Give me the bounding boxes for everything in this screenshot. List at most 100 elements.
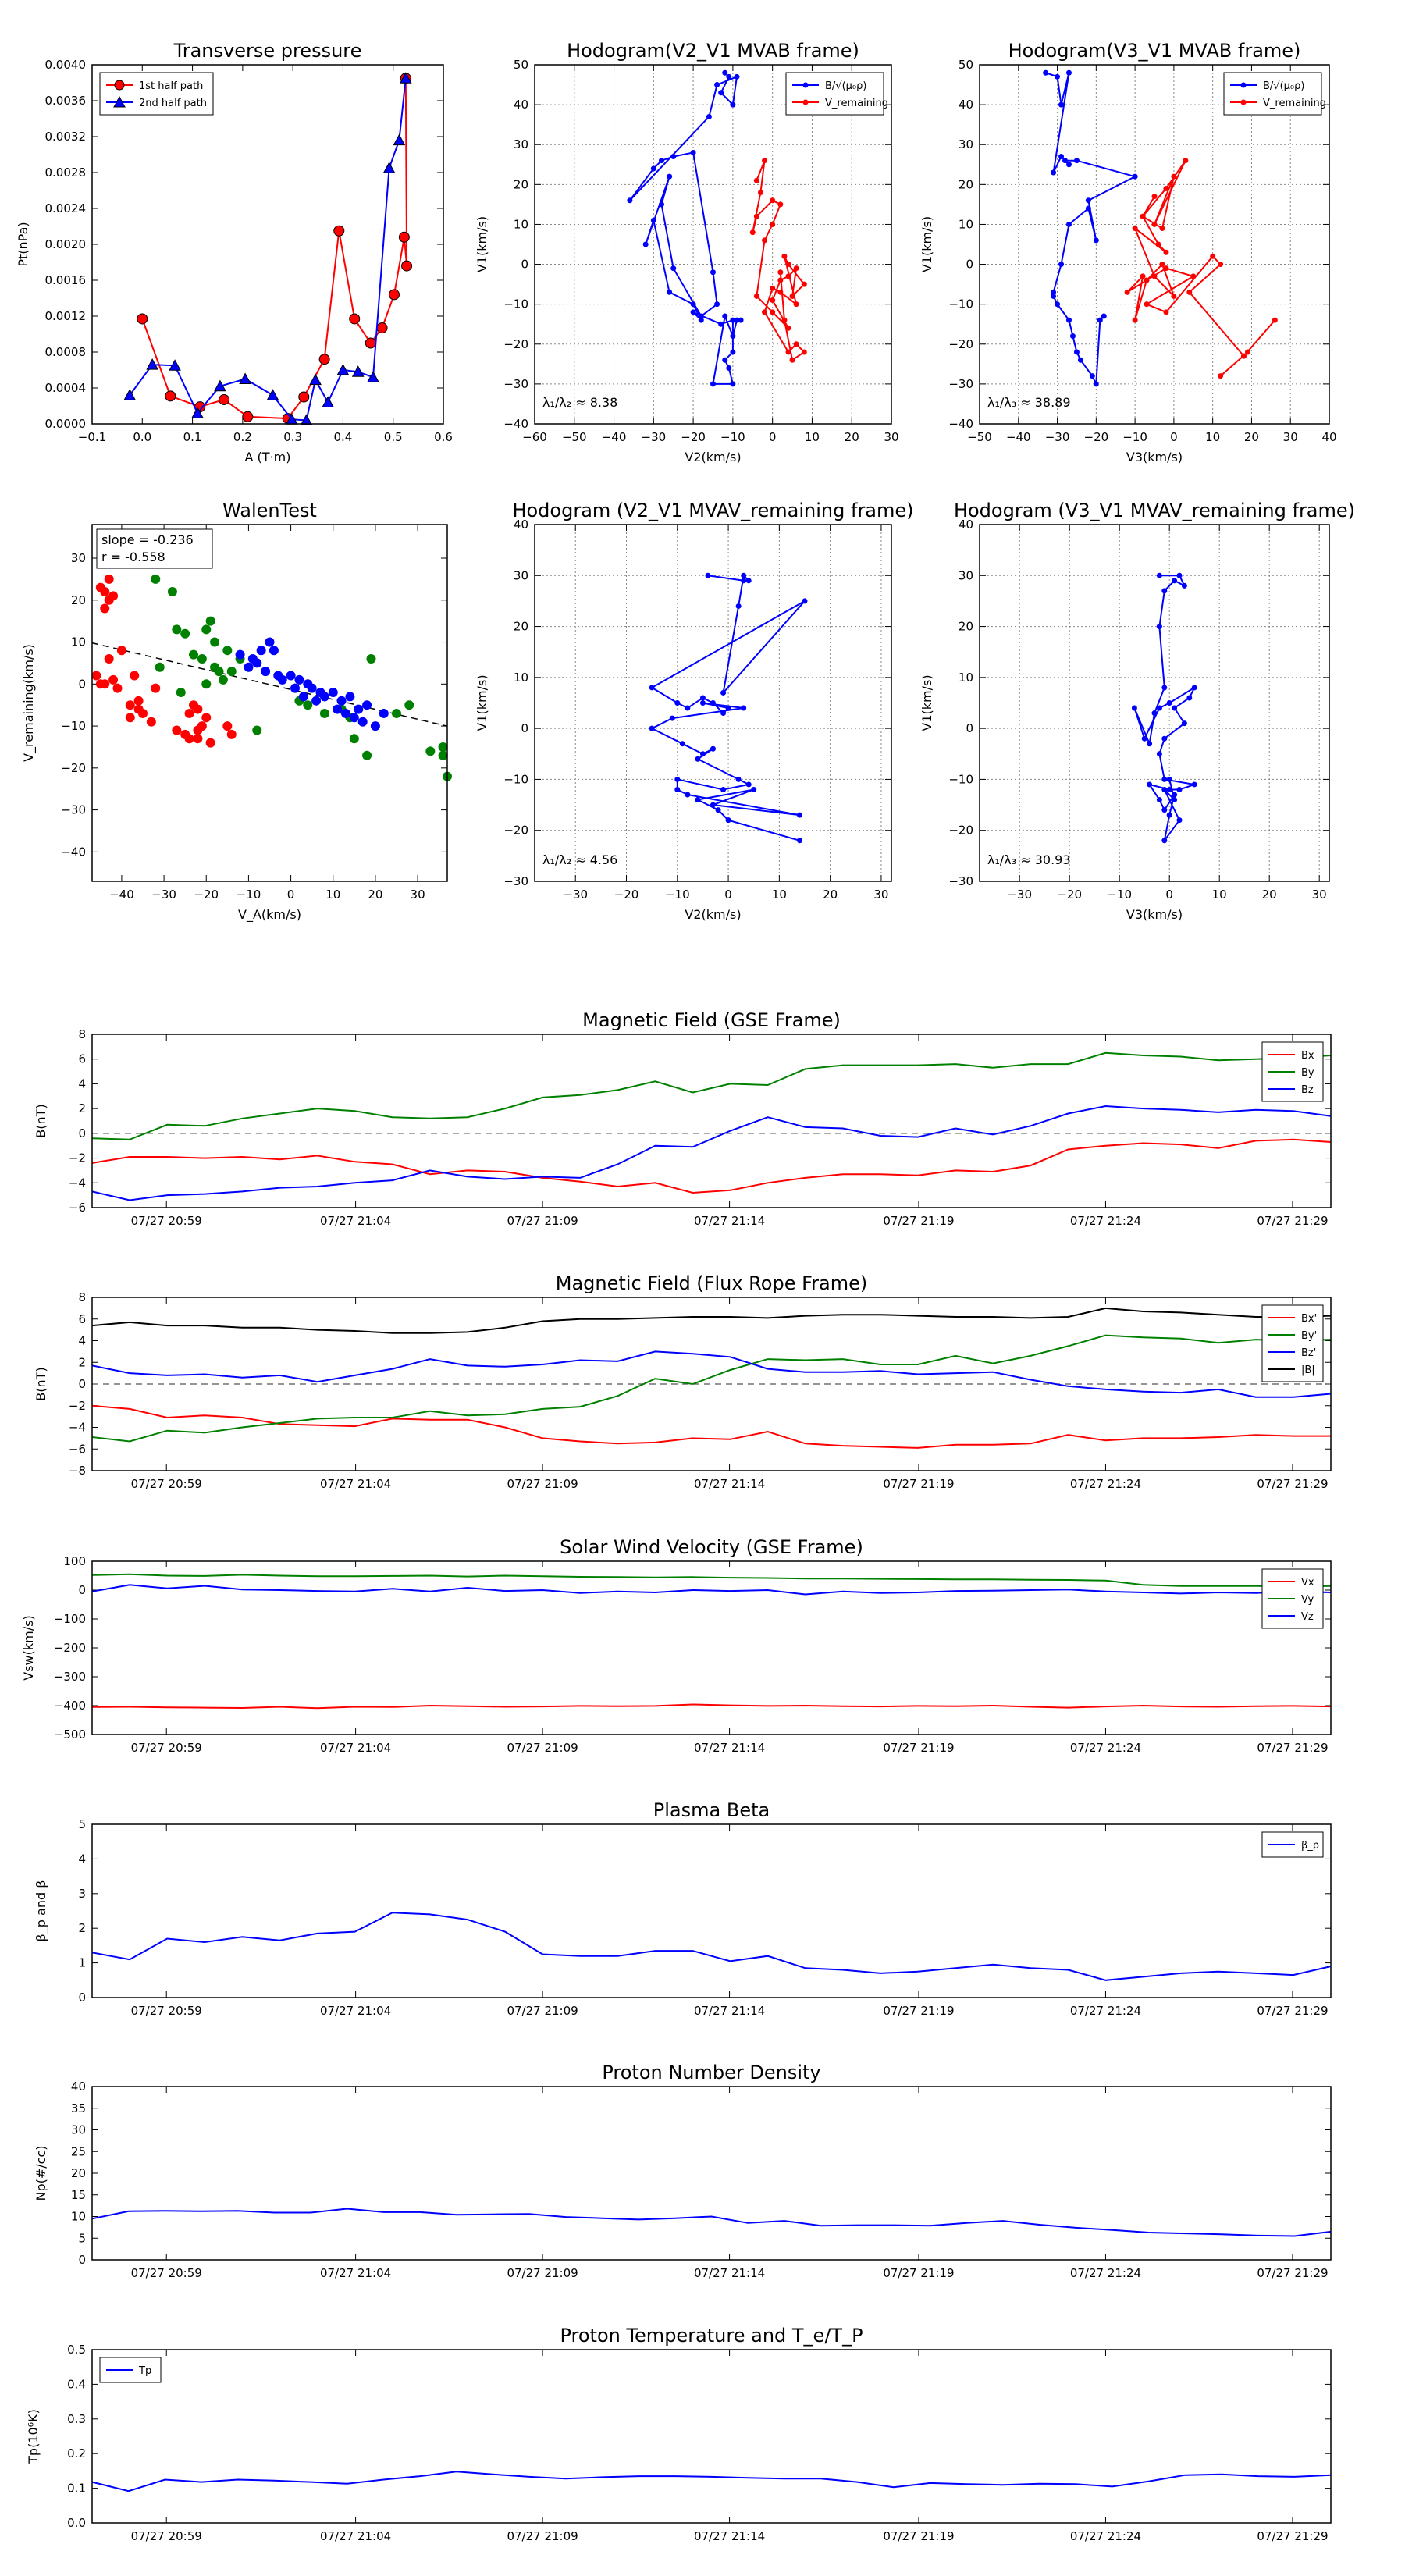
data-point [1140, 213, 1146, 219]
data-point [770, 285, 776, 291]
y-tick-label: 20 [959, 620, 973, 634]
data-point [667, 289, 673, 295]
data-point [349, 713, 359, 723]
legend-marker [1240, 99, 1247, 105]
y-axis-label: β_p and β [34, 1880, 49, 1942]
plot-frame [91, 2086, 1332, 2261]
y-tick-label: 0.0036 [45, 94, 87, 108]
data-point [133, 696, 144, 706]
data-point [722, 69, 728, 76]
data-point [193, 704, 203, 714]
chart-title: WalenTest [222, 500, 317, 521]
data-point [1093, 237, 1099, 244]
data-point [1171, 173, 1177, 180]
data-point [762, 309, 768, 315]
data-point [785, 262, 791, 268]
data-point [738, 317, 744, 323]
x-tick-label: 0.1 [183, 430, 202, 444]
data-point [685, 705, 691, 711]
data-point [802, 598, 808, 604]
y-tick-label: 0.0004 [45, 381, 87, 395]
data-point [1144, 301, 1150, 308]
y-tick-label: −20 [503, 337, 528, 351]
x-tick-label: 07/27 21:04 [320, 1741, 391, 1755]
y-tick-label: 0 [78, 1583, 86, 1597]
h2-chart: −50 −40 −30 −20 −10 0 10 20 30 40−40−30−20−100102… [919, 40, 1337, 464]
legend-label: 1st half path [139, 80, 203, 92]
x-tick-label: 07/27 21:14 [694, 1214, 765, 1228]
x-tick-label: 07/27 21:19 [883, 2004, 954, 2018]
data-point [796, 812, 802, 818]
data-point [235, 649, 245, 660]
y-tick-label: 10 [514, 671, 528, 685]
x-axis-label: V2(km/s) [685, 450, 741, 464]
data-point [265, 637, 275, 647]
x-tick-label: 07/27 21:24 [1070, 1741, 1141, 1755]
h3-chart: −30 −20 −10 0 10 20 30 −30 −20 −10 0 10 20 30 40Hodogr… [475, 500, 914, 922]
plot-frame [91, 1823, 1332, 1998]
data-point [201, 713, 212, 723]
y-tick-label: −10 [61, 719, 86, 733]
data-point [438, 742, 448, 752]
y-tick-label: −500 [54, 1727, 86, 1742]
data-point [311, 696, 322, 706]
legend-label: B/√(μ₀ρ) [825, 80, 866, 92]
data-point [366, 654, 376, 664]
x-tick-label: 07/27 21:29 [1257, 2529, 1328, 2543]
legend-marker [113, 95, 126, 108]
y-tick-label: 0.0016 [45, 273, 87, 287]
x-tick-label: 10 [805, 430, 820, 444]
data-point [1191, 781, 1197, 788]
legend-label: Bx [1301, 1050, 1314, 1062]
x-tick-label: 20 [1262, 888, 1277, 902]
data-point [184, 734, 194, 744]
y-tick-label: −20 [61, 761, 86, 775]
data-point [725, 817, 731, 824]
x-tick-label: 07/27 21:19 [883, 2266, 954, 2280]
x-tick-label: 07/27 21:09 [507, 2266, 578, 2280]
data-point [669, 715, 675, 721]
data-point [167, 587, 177, 597]
y-tick-label: 0.0028 [45, 165, 87, 180]
data-point [1218, 373, 1224, 379]
legend-label: By [1301, 1067, 1314, 1079]
data-point [785, 273, 791, 279]
legend-label: 2nd half path [139, 98, 207, 109]
y-tick-label: 10 [959, 217, 973, 231]
data-point [336, 696, 347, 706]
y-tick-label: 8 [78, 1290, 86, 1304]
x-tick-label: 0.3 [283, 430, 302, 444]
x-tick-label: 07/27 20:59 [131, 2004, 202, 2018]
chart-title: Hodogram (V2_V1 MVAV_remaining frame) [512, 500, 913, 521]
data-point [1051, 293, 1057, 299]
data-point [1058, 101, 1065, 108]
series-line [91, 1307, 1332, 1334]
data-point [781, 253, 788, 259]
annotation-text: r = -0.558 [101, 550, 165, 564]
x-tick-label: 07/27 21:09 [507, 1214, 578, 1228]
data-point [401, 260, 413, 272]
plot-frame [91, 2349, 1332, 2524]
y-tick-label: 40 [71, 2080, 86, 2094]
data-point [1151, 221, 1158, 227]
data-point [112, 683, 123, 693]
data-point [1065, 162, 1072, 168]
data-point [222, 646, 233, 656]
data-point [319, 692, 329, 702]
data-point [1097, 317, 1103, 323]
y-tick-label: −30 [503, 874, 528, 888]
data-point [189, 649, 198, 660]
data-point [242, 411, 254, 422]
data-point [730, 381, 736, 387]
y-tick-label: 4 [78, 1076, 86, 1091]
data-point [734, 317, 740, 323]
data-point [100, 603, 110, 614]
data-point [309, 373, 322, 386]
data-point [770, 221, 776, 227]
legend-label: β_p [1301, 1840, 1319, 1852]
data-point [753, 293, 759, 299]
data-point [1151, 710, 1158, 717]
x-tick-label: 07/27 21:24 [1070, 1477, 1141, 1491]
data-point [349, 313, 361, 325]
y-tick-label: 4 [78, 1852, 86, 1866]
